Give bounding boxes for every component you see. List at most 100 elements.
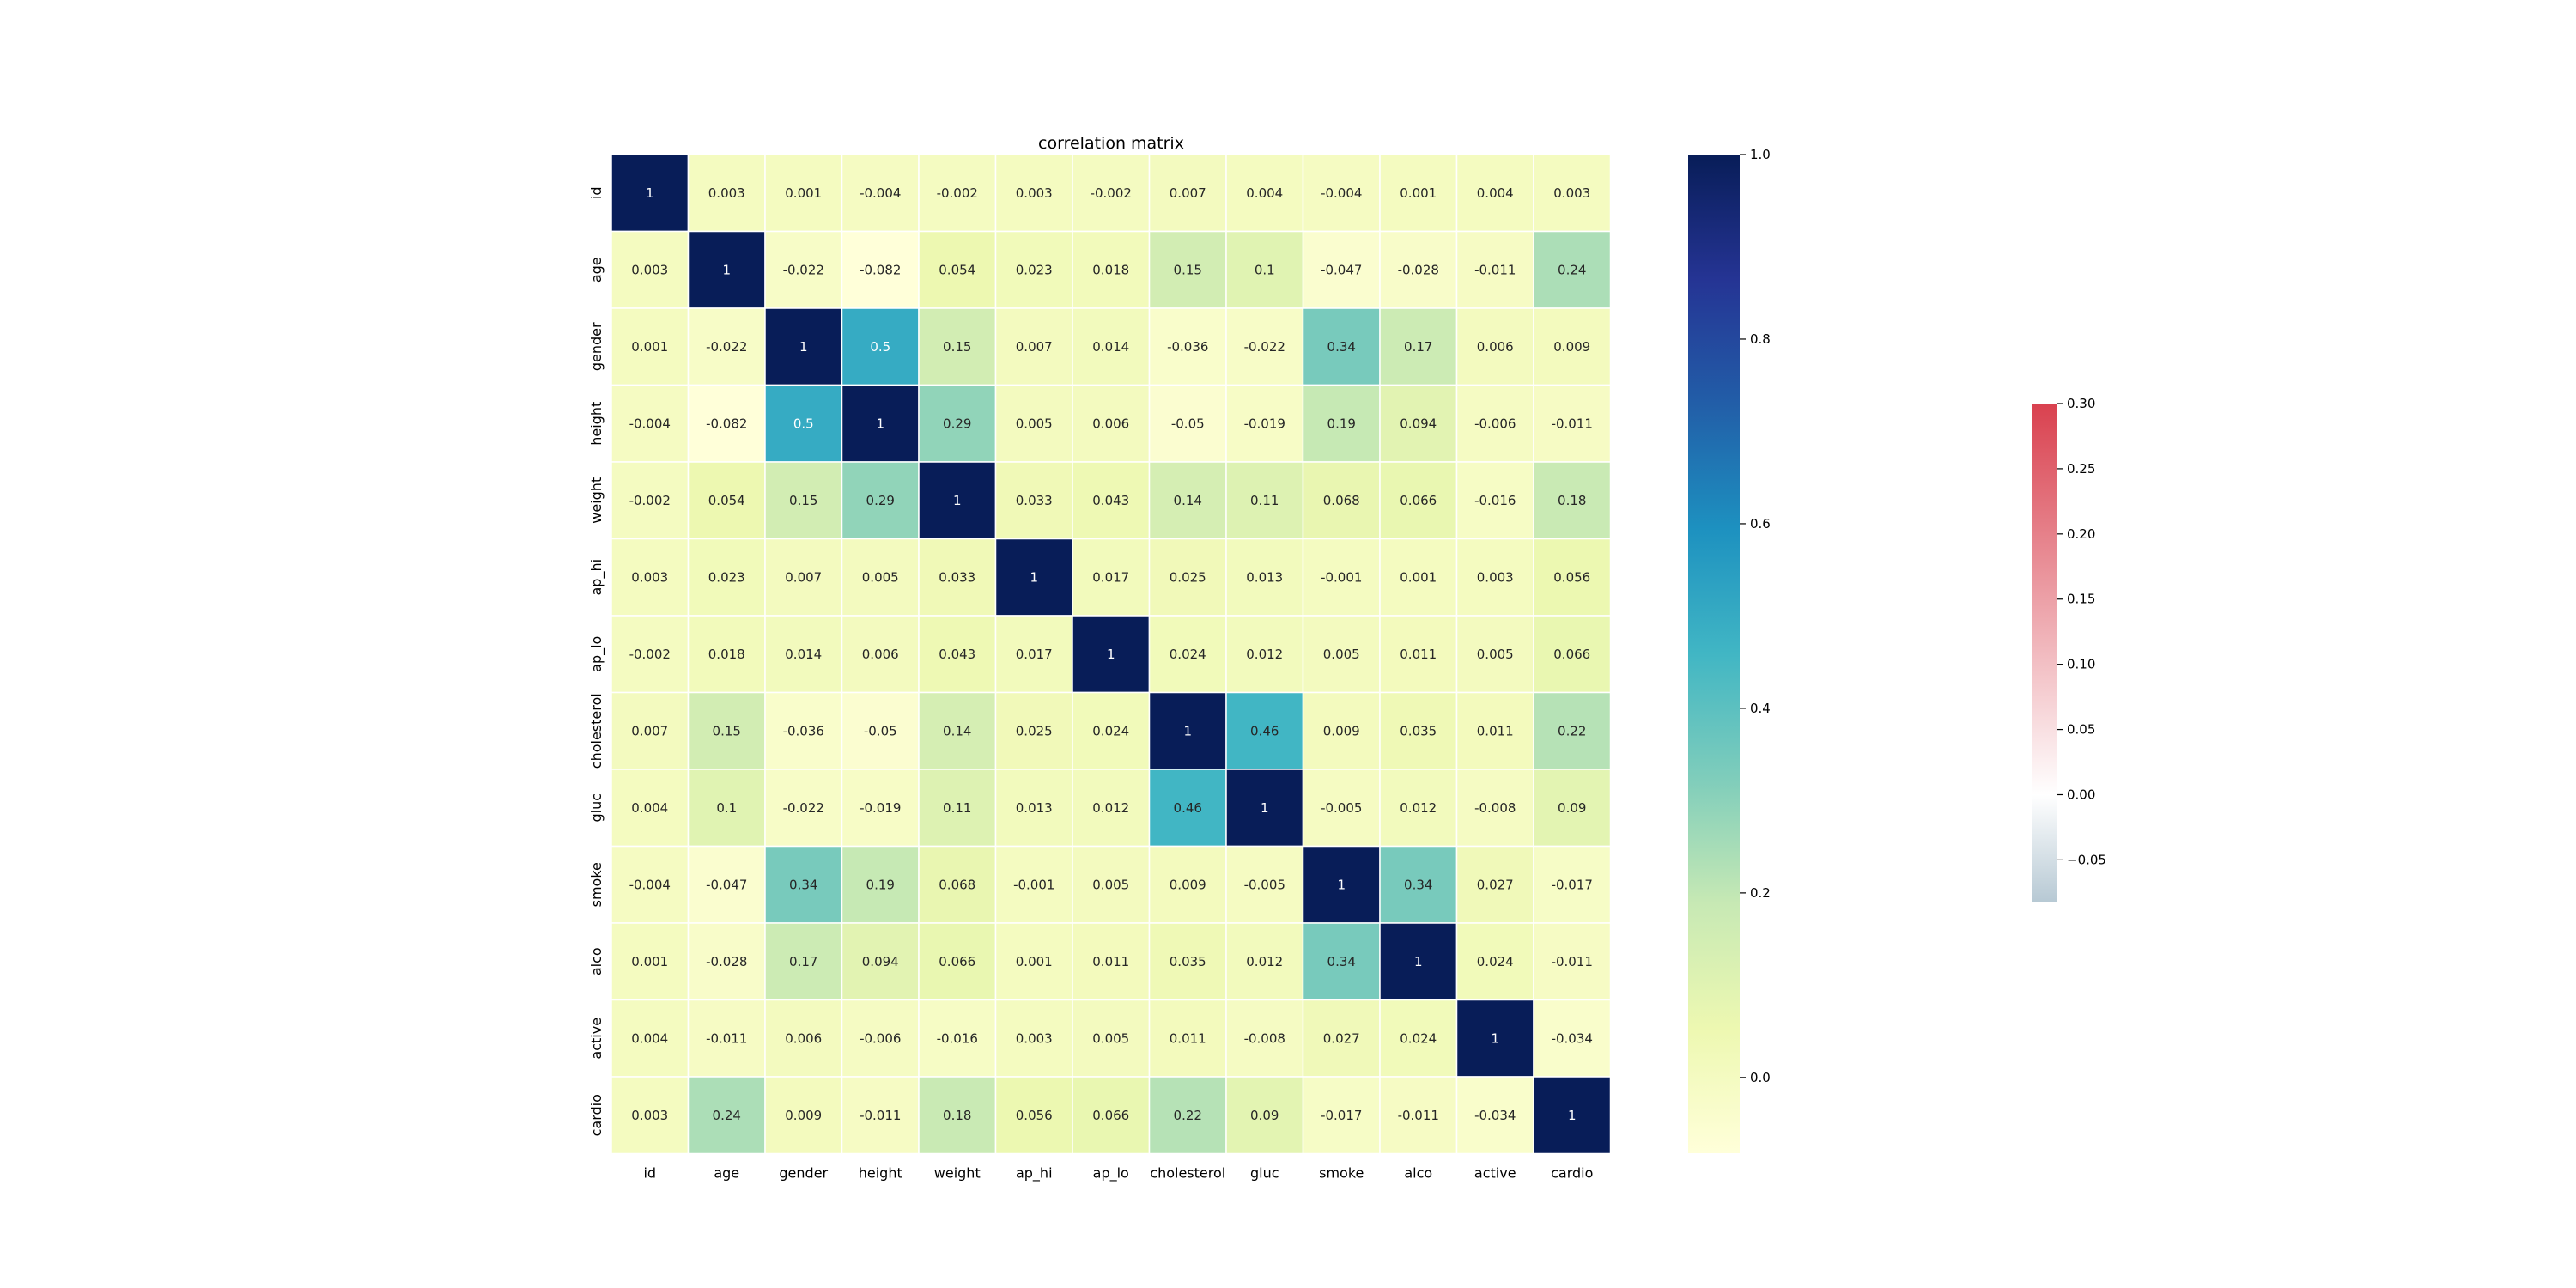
heatmap-cell-label: 0.068 <box>939 877 975 892</box>
heatmap-cell-smoke-id <box>611 845 690 924</box>
heatmap-cell-label: 0.34 <box>1327 954 1356 969</box>
heatmap-cell-label: -0.022 <box>783 800 824 816</box>
heatmap-cell-smoke-alco <box>1379 845 1458 924</box>
heatmap-cell-label: -0.001 <box>1013 877 1054 892</box>
y-tick-label-cholesterol: cholesterol <box>588 693 605 769</box>
heatmap-cell-label: 0.011 <box>1477 723 1514 738</box>
heatmap-cell-label: 0.29 <box>943 416 971 431</box>
heatmap-cell-label: -0.004 <box>629 416 671 431</box>
heatmap-cell-label: -0.005 <box>1321 800 1362 816</box>
heatmap-cell-label: 0.011 <box>1092 954 1129 969</box>
heatmap-cell-label: 0.001 <box>631 954 668 969</box>
heatmap-cell-label: 0.068 <box>1323 493 1360 508</box>
heatmap-cell-cardio-ap_lo <box>1072 1076 1151 1155</box>
heatmap-cell-label: 1 <box>799 339 808 355</box>
colorbar-tick-label: 0.2 <box>1750 885 1771 901</box>
heatmap-cell-alco-cardio <box>1533 922 1612 1001</box>
heatmap-cell-gender-smoke <box>1302 307 1381 386</box>
heatmap-cell-label: -0.016 <box>937 1030 978 1046</box>
heatmap-cell-alco-gluc <box>1225 922 1304 1001</box>
y-tick-label-height: height <box>588 402 605 446</box>
heatmap-cell-label: 0.46 <box>1250 723 1279 738</box>
heatmap-cell-label: 0.023 <box>708 569 745 585</box>
heatmap-cell-gluc-cholesterol <box>1148 769 1227 848</box>
heatmap-cell-smoke-gender <box>764 845 843 924</box>
y-tick-label-gender: gender <box>588 322 605 371</box>
x-tick-label-smoke: smoke <box>1319 1165 1364 1182</box>
heatmap-cell-label: 0.014 <box>785 647 822 662</box>
colorbar-tick-label: −0.05 <box>2067 852 2106 867</box>
heatmap-cell-label: 0.023 <box>1016 262 1053 277</box>
heatmap-cell-label: 0.004 <box>631 1030 668 1046</box>
heatmap-cell-height-height <box>841 384 920 463</box>
heatmap-cell-label: 0.012 <box>1246 647 1283 662</box>
heatmap-cell-smoke-weight <box>918 845 997 924</box>
heatmap-cell-label: 0.035 <box>1400 723 1437 738</box>
heatmap-cell-label: 0.009 <box>1323 723 1360 738</box>
heatmap-cell-gender-id <box>611 307 690 386</box>
heatmap-cell-age-ap_hi <box>994 230 1073 309</box>
heatmap-cell-label: 0.014 <box>1092 339 1129 355</box>
heatmap-cell-ap_lo-gluc <box>1225 615 1304 694</box>
heatmap-cell-id-active <box>1455 154 1534 233</box>
heatmap-cell-label: 0.056 <box>1553 569 1590 585</box>
heatmap-cell-label: -0.05 <box>1171 416 1205 431</box>
heatmap-cell-label: 1 <box>1107 647 1115 662</box>
heatmap-cell-label: 0.22 <box>1558 723 1586 738</box>
x-tick-label-id: id <box>643 1165 656 1182</box>
heatmap-cell-label: -0.022 <box>1244 339 1285 355</box>
heatmap-cell-label: -0.002 <box>1091 185 1132 201</box>
heatmap-cell-label: 0.007 <box>785 569 822 585</box>
heatmap-cell-height-alco <box>1379 384 1458 463</box>
heatmap-cells <box>611 154 1612 1155</box>
heatmap-cell-label: 0.17 <box>1404 339 1432 355</box>
heatmap-cell-age-gender <box>764 230 843 309</box>
heatmap-cell-label: -0.019 <box>1244 416 1285 431</box>
heatmap-cell-label: 0.15 <box>943 339 971 355</box>
heatmap-cell-label: 0.29 <box>866 493 895 508</box>
heatmap-cell-label: 0.024 <box>1092 723 1129 738</box>
heatmap-cell-ap_lo-gender <box>764 615 843 694</box>
heatmap-cell-alco-cholesterol <box>1148 922 1227 1001</box>
heatmap-cell-label: 0.066 <box>1553 647 1590 662</box>
heatmap-cell-height-gluc <box>1225 384 1304 463</box>
heatmap-cell-label: 0.17 <box>789 954 817 969</box>
heatmap-cell-label: 1 <box>1337 877 1346 892</box>
heatmap-cell-ap_lo-smoke <box>1302 615 1381 694</box>
heatmap-cell-gluc-active <box>1455 769 1534 848</box>
heatmap-cell-label: 0.012 <box>1400 800 1437 816</box>
heatmap-cell-label: -0.011 <box>1398 1108 1439 1123</box>
heatmap-cell-height-smoke <box>1302 384 1381 463</box>
heatmap-cell-label: 0.011 <box>1170 1030 1206 1046</box>
heatmap-cell-label: -0.082 <box>706 416 747 431</box>
heatmap-cell-ap_hi-age <box>687 538 766 617</box>
heatmap-cell-weight-gender <box>764 461 843 540</box>
heatmap-cell-label: 0.043 <box>1092 493 1129 508</box>
heatmap-cell-label: 0.054 <box>939 262 975 277</box>
heatmap-cell-smoke-smoke <box>1302 845 1381 924</box>
heatmap-cell-label: 0.009 <box>1170 877 1206 892</box>
heatmap-cell-label: -0.006 <box>860 1030 901 1046</box>
x-tick-label-weight: weight <box>934 1165 981 1182</box>
heatmap-cell-smoke-height <box>841 845 920 924</box>
heatmap-cell-label: 0.003 <box>1553 185 1590 201</box>
heatmap-cell-label: 0.094 <box>862 954 899 969</box>
heatmap-cell-label: 0.15 <box>1174 262 1202 277</box>
x-tick-label-height: height <box>859 1165 902 1182</box>
heatmap-cell-cholesterol-ap_lo <box>1072 691 1151 770</box>
heatmap-cell-label: 0.001 <box>1016 954 1053 969</box>
heatmap-cell-ap_hi-id <box>611 538 690 617</box>
heatmap-cell-cardio-cardio <box>1533 1076 1612 1155</box>
y-tick-label-gluc: gluc <box>588 793 605 823</box>
heatmap-cell-label: 0.24 <box>1558 262 1586 277</box>
heatmap-cell-label: -0.082 <box>860 262 901 277</box>
heatmap-cell-active-gender <box>764 999 843 1078</box>
heatmap-cell-label: 0.017 <box>1016 647 1053 662</box>
heatmap-cell-id-ap_hi <box>994 154 1073 233</box>
heatmap-cell-label: 0.006 <box>862 647 899 662</box>
heatmap-cell-label: 0.033 <box>939 569 975 585</box>
heatmap-cell-label: 0.011 <box>1400 647 1437 662</box>
x-tick-label-active: active <box>1474 1165 1516 1182</box>
heatmap-cell-label: 1 <box>953 493 962 508</box>
